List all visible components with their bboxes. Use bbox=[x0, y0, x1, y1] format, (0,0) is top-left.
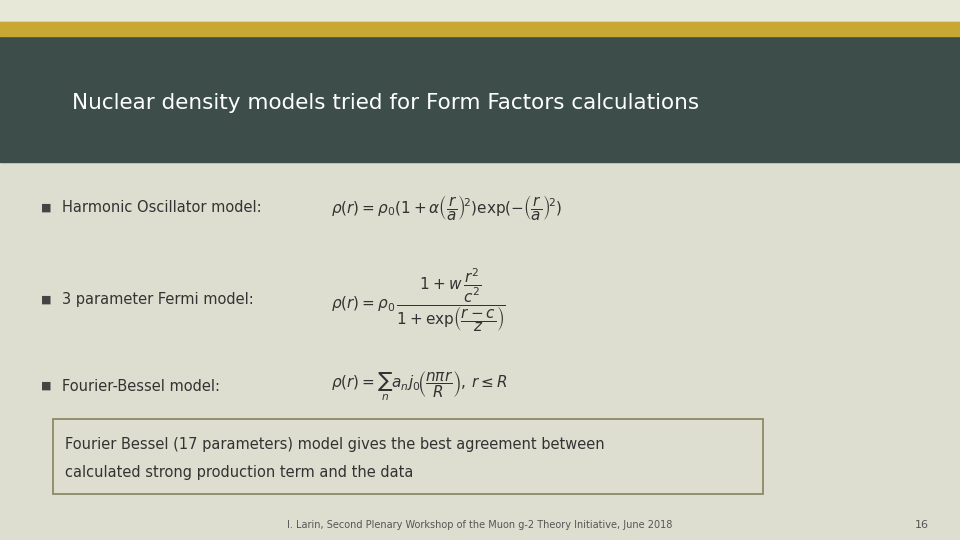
Text: I. Larin, Second Plenary Workshop of the Muon g-2 Theory Initiative, June 2018: I. Larin, Second Plenary Workshop of the… bbox=[287, 520, 673, 530]
Text: $\blacksquare$: $\blacksquare$ bbox=[40, 201, 52, 214]
Text: $\rho(r) = \rho_0\,\dfrac{1+w\,\dfrac{r^2}{c^2}}{1+\exp\!\left(\dfrac{r-c}{z}\ri: $\rho(r) = \rho_0\,\dfrac{1+w\,\dfrac{r^… bbox=[331, 266, 506, 334]
Text: calculated strong production term and the data: calculated strong production term and th… bbox=[65, 465, 414, 481]
Text: $\blacksquare$: $\blacksquare$ bbox=[40, 293, 52, 306]
Bar bbox=[0, 36, 960, 162]
Text: $\rho(r) = \rho_0(1 + \alpha\left(\dfrac{r}{a}\right)^{\!2}) \exp(-\left(\dfrac{: $\rho(r) = \rho_0(1 + \alpha\left(\dfrac… bbox=[331, 193, 563, 222]
Text: $\blacksquare$: $\blacksquare$ bbox=[40, 380, 52, 393]
Text: Harmonic Oscillator model:: Harmonic Oscillator model: bbox=[62, 200, 262, 215]
Bar bbox=[0, 22, 960, 36]
Text: Fourier Bessel (17 parameters) model gives the best agreement between: Fourier Bessel (17 parameters) model giv… bbox=[65, 437, 605, 453]
Text: $\rho(r) = \sum_n a_n j_0\!\left(\dfrac{n\pi r}{R}\right),\, r \leq R$: $\rho(r) = \sum_n a_n j_0\!\left(\dfrac{… bbox=[331, 369, 508, 403]
Text: Nuclear density models tried for Form Factors calculations: Nuclear density models tried for Form Fa… bbox=[72, 92, 699, 113]
Bar bbox=[0, 0, 960, 20]
FancyBboxPatch shape bbox=[53, 418, 763, 494]
Text: 16: 16 bbox=[915, 520, 928, 530]
Text: Fourier-Bessel model:: Fourier-Bessel model: bbox=[62, 379, 221, 394]
Text: 3 parameter Fermi model:: 3 parameter Fermi model: bbox=[62, 292, 254, 307]
